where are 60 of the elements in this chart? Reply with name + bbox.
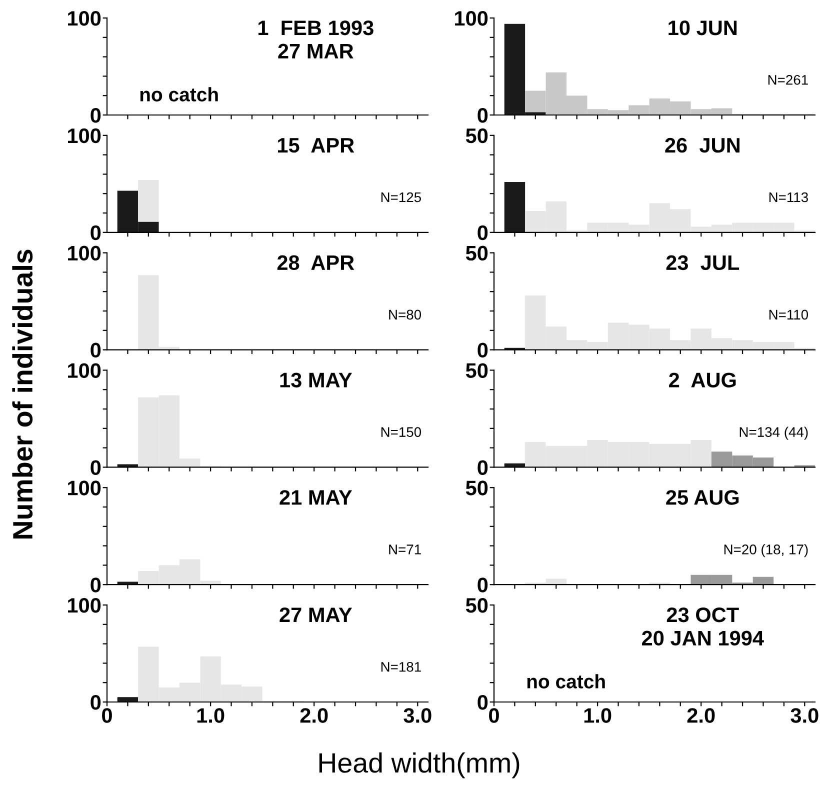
y-tick-label: 50 xyxy=(466,128,488,144)
y-tick-label: 50 xyxy=(466,363,488,378)
chart-title: 26 JUN xyxy=(665,138,740,153)
x-tick-label: 0 xyxy=(102,708,112,723)
x-tick-label: 2.0 xyxy=(687,708,715,723)
chart-title: 13 MAY xyxy=(280,372,352,388)
annotation: no catch xyxy=(527,674,605,688)
chart-title: 25 AUG xyxy=(666,490,739,505)
x-tick-label: 1.0 xyxy=(197,708,224,723)
annotation: N=113 xyxy=(769,192,808,202)
y-tick-label: 0 xyxy=(90,460,101,475)
annotation: N=150 xyxy=(381,427,422,437)
y-tick-label: 100 xyxy=(455,11,488,26)
y-tick-label: 0 xyxy=(90,108,101,123)
y-tick-label: 0 xyxy=(478,342,488,358)
y-tick-label: 0 xyxy=(90,342,101,358)
y-tick-label: 0 xyxy=(478,108,488,123)
annotation: N=181 xyxy=(381,662,421,672)
chart-title: 15 APR xyxy=(278,138,354,153)
y-tick-label: 0 xyxy=(90,578,101,592)
annotation: N=261 xyxy=(768,74,808,85)
chart-title: 23 JUL xyxy=(666,255,740,270)
y-tick-label: 50 xyxy=(466,246,488,261)
chart-title: 21 MAY xyxy=(280,490,352,505)
y-tick-label: 0 xyxy=(478,225,488,240)
chart-title: 1 FEB 1993 xyxy=(258,20,374,36)
y-tick-label: 100 xyxy=(68,363,101,378)
y-tick-label: 100 xyxy=(68,246,101,261)
y-tick-label: 0 xyxy=(90,695,101,710)
x-tick-label: 2.0 xyxy=(300,708,328,723)
chart-title: 2 AUG xyxy=(669,372,736,388)
x-axis-title: Head width(mm) xyxy=(319,752,520,778)
annotation: N=110 xyxy=(769,310,808,320)
chart-title: 23 OCT xyxy=(666,607,739,622)
y-axis-title: Number of individuals xyxy=(12,250,33,538)
y-tick-label: 50 xyxy=(466,598,488,613)
y-tick-label: 0 xyxy=(478,695,488,710)
y-tick-label: 50 xyxy=(466,480,488,496)
annotation: no catch xyxy=(140,87,218,102)
y-tick-label: 0 xyxy=(478,578,488,592)
annotation: N=125 xyxy=(381,192,421,202)
chart-title: 10 JUN xyxy=(668,20,737,36)
x-tick-label: 3.0 xyxy=(790,708,818,723)
annotation: N=134 (44) xyxy=(740,426,808,440)
text: 27 MAR xyxy=(278,44,354,58)
text: 20 JAN 1994 xyxy=(642,630,764,646)
y-tick-label: 100 xyxy=(68,11,101,26)
y-tick-label: 0 xyxy=(478,460,488,475)
annotation: N=20 (18, 17) xyxy=(724,544,808,558)
chart-title: 27 MAY xyxy=(280,607,352,622)
x-tick-label: 1.0 xyxy=(584,708,612,723)
x-tick-label: 3.0 xyxy=(404,708,432,723)
y-tick-label: 0 xyxy=(90,225,101,240)
annotation: N=71 xyxy=(389,544,421,554)
x-tick-label: 0 xyxy=(489,708,499,723)
annotation: N=80 xyxy=(389,310,422,320)
y-tick-label: 100 xyxy=(68,480,101,496)
chart-title: 28 APR xyxy=(277,255,354,270)
y-tick-label: 100 xyxy=(68,598,101,613)
y-tick-label: 100 xyxy=(68,128,101,144)
